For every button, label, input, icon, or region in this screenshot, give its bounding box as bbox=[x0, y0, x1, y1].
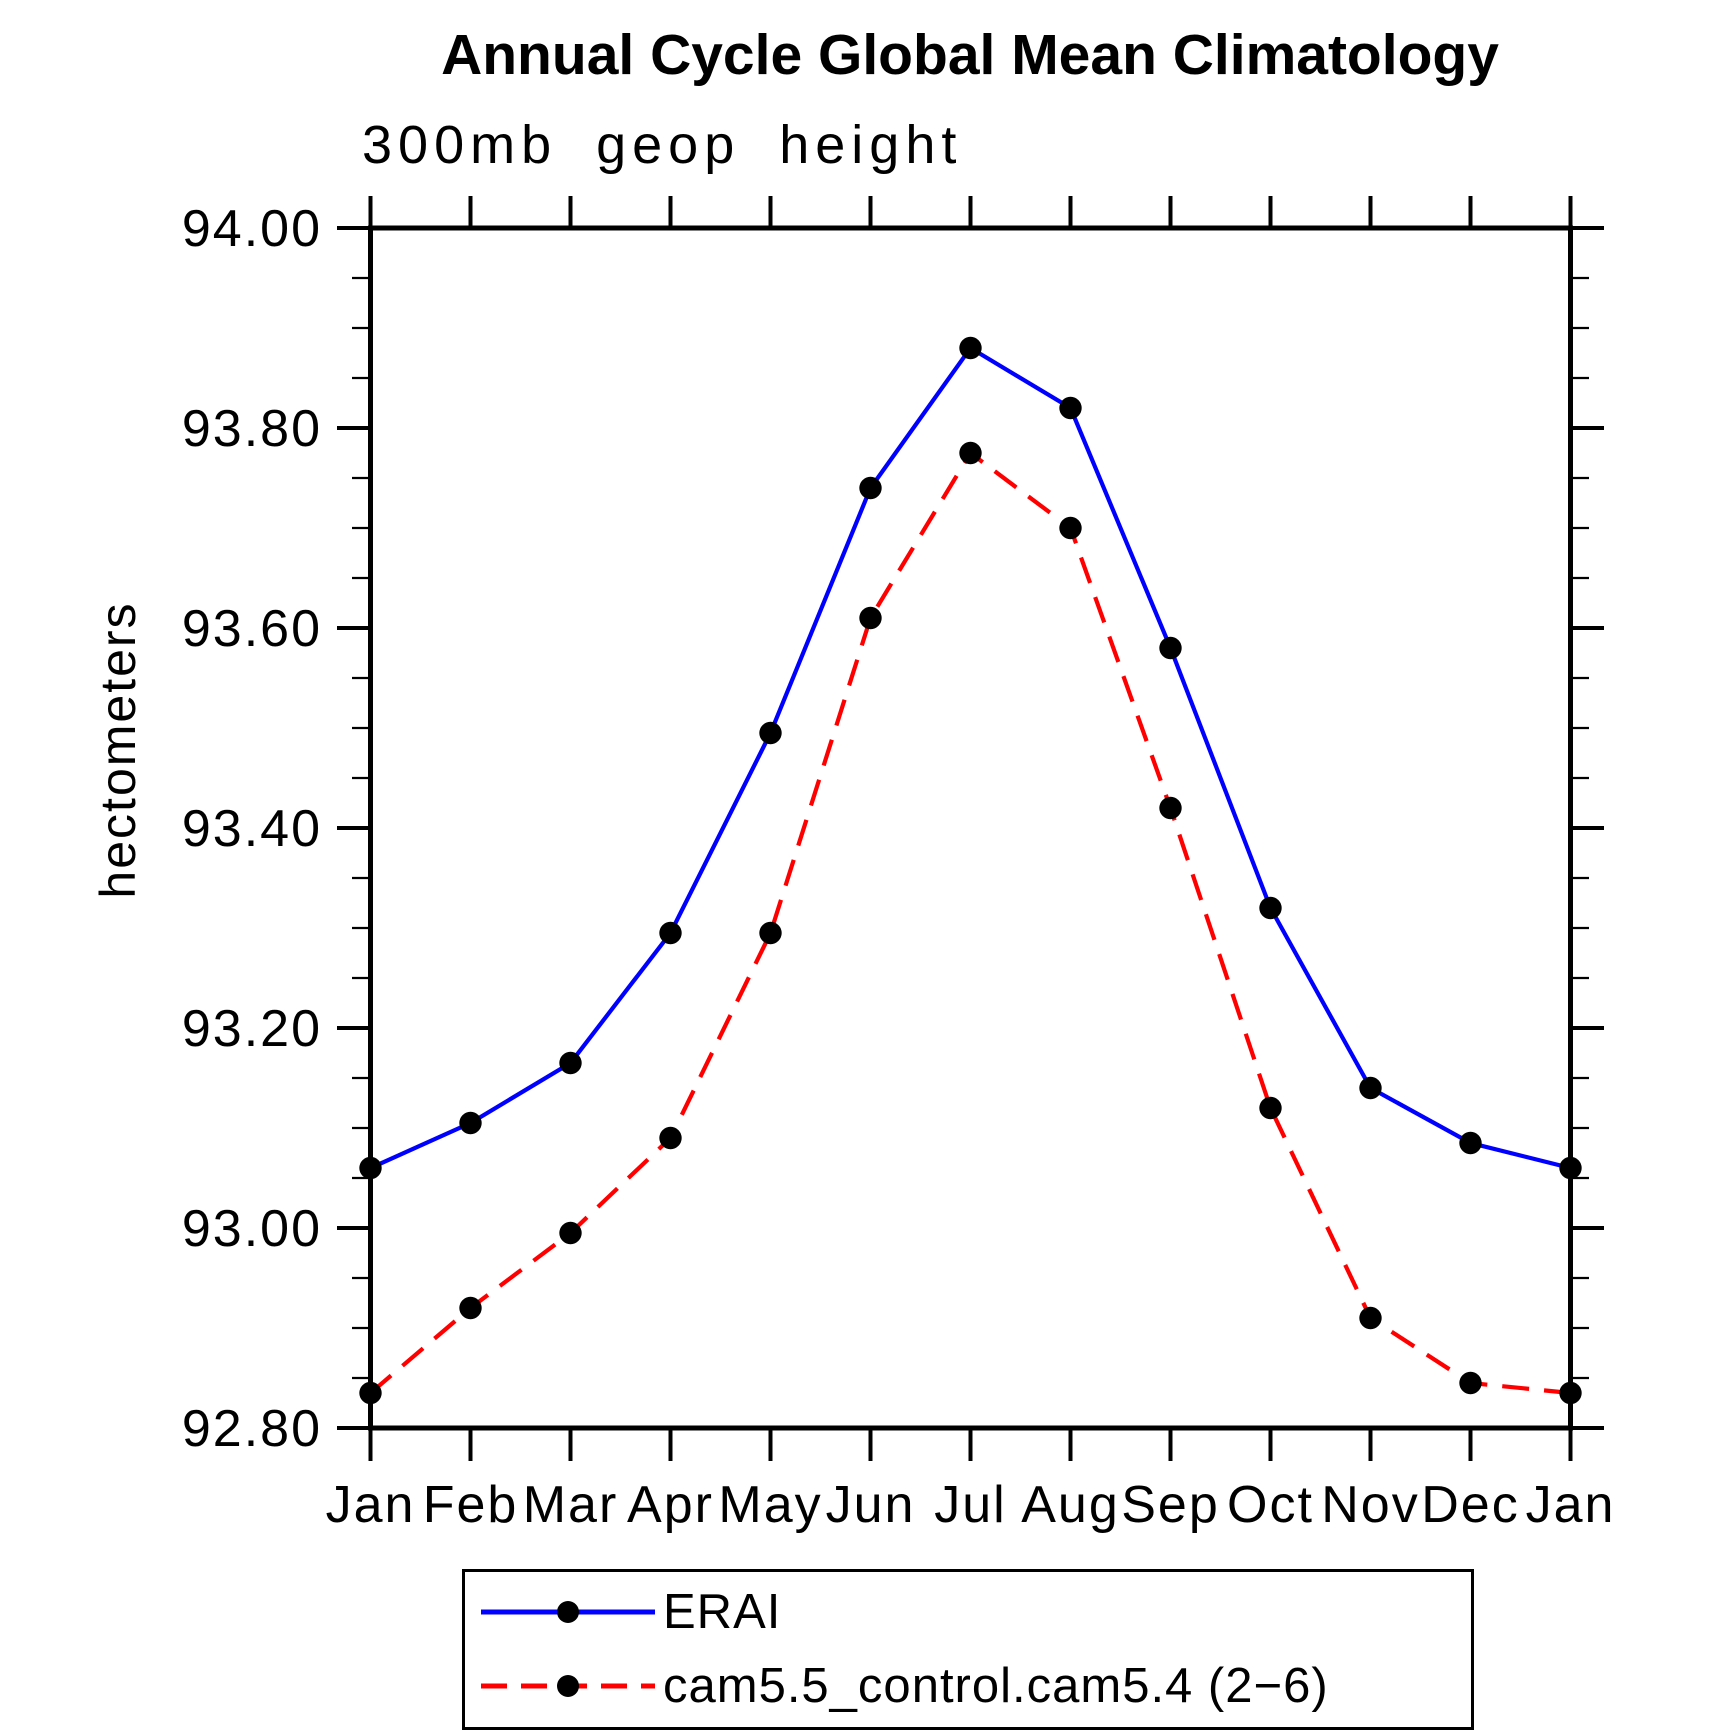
markers-erai bbox=[359, 336, 1582, 1180]
data-point-marker bbox=[1259, 896, 1282, 920]
data-point-marker bbox=[659, 921, 682, 945]
data-point-marker bbox=[1359, 1076, 1382, 1100]
data-point-marker bbox=[459, 1296, 482, 1320]
data-point-marker bbox=[759, 921, 782, 945]
data-point-marker bbox=[1159, 796, 1182, 820]
cam-line-sample-icon bbox=[481, 1675, 655, 1697]
data-point-marker bbox=[1159, 636, 1182, 660]
x-tick-label: Aug bbox=[1021, 1476, 1120, 1534]
cam-sample-marker bbox=[557, 1675, 579, 1697]
x-tick-label: Jun bbox=[826, 1476, 916, 1534]
legend-label-cam: cam5.5_control.cam5.4 (2−6) bbox=[663, 1659, 1329, 1713]
y-tick-label: 93.80 bbox=[182, 400, 322, 458]
y-tick-label: 94.00 bbox=[182, 200, 322, 258]
y-tick-label: 93.00 bbox=[182, 1200, 322, 1258]
erai-sample-marker bbox=[557, 1601, 579, 1623]
x-tick-label: Apr bbox=[627, 1476, 714, 1534]
legend-box: ERAI cam5.5_control.cam5.4 (2−6) bbox=[462, 1569, 1474, 1730]
y-tick-label: 93.60 bbox=[182, 600, 322, 658]
x-tick-label: Mar bbox=[523, 1476, 619, 1534]
chart-subtitle: 300mb geop height bbox=[362, 115, 963, 175]
legend-entry-erai: ERAI bbox=[477, 1580, 781, 1644]
y-tick-label: 93.40 bbox=[182, 800, 322, 858]
x-tick-label: Jan bbox=[326, 1476, 416, 1534]
data-point-marker bbox=[559, 1051, 582, 1075]
data-point-marker bbox=[759, 721, 782, 745]
data-point-marker bbox=[1459, 1371, 1482, 1395]
data-point-marker bbox=[659, 1126, 682, 1150]
data-point-marker bbox=[1059, 396, 1082, 420]
data-point-marker bbox=[1059, 516, 1082, 540]
series-cam bbox=[369, 449, 1571, 1396]
data-point-marker bbox=[1359, 1306, 1382, 1330]
x-tick-label: Sep bbox=[1121, 1476, 1220, 1534]
legend-label-erai: ERAI bbox=[663, 1585, 782, 1639]
series-erai bbox=[369, 345, 1572, 1171]
data-point-marker bbox=[359, 1381, 382, 1405]
x-tick-label: Jul bbox=[934, 1476, 1006, 1534]
x-tick-label: May bbox=[718, 1476, 822, 1534]
x-tick-label: Nov bbox=[1321, 1476, 1419, 1534]
data-point-marker bbox=[1259, 1096, 1282, 1120]
x-tick-label: Dec bbox=[1421, 1476, 1519, 1534]
y-tick-label: 92.80 bbox=[182, 1400, 322, 1458]
data-point-marker bbox=[1459, 1131, 1482, 1155]
y-tick-label: 93.20 bbox=[182, 1000, 322, 1058]
x-tick-labels: Jan Feb Mar Apr May Jun Jul Aug Sep Oct Nov Dec Jan bbox=[326, 1476, 1616, 1534]
erai-line-sample-icon bbox=[481, 1601, 655, 1623]
data-point-marker bbox=[1559, 1381, 1582, 1405]
x-tick-label: Feb bbox=[423, 1476, 519, 1534]
x-tick-label: Jan bbox=[1526, 1476, 1616, 1534]
data-point-marker bbox=[1559, 1156, 1582, 1180]
data-point-marker bbox=[859, 606, 882, 630]
data-point-marker bbox=[959, 441, 982, 465]
chart-title: Annual Cycle Global Mean Climatology bbox=[441, 23, 1499, 87]
markers-cam bbox=[359, 441, 1582, 1405]
y-tick-labels: 94.00 93.80 93.60 93.40 93.20 93.00 92.80 bbox=[182, 200, 322, 1458]
data-point-marker bbox=[859, 476, 882, 500]
axes bbox=[337, 196, 1604, 1461]
data-point-marker bbox=[959, 336, 982, 360]
legend-entry-cam: cam5.5_control.cam5.4 (2−6) bbox=[477, 1654, 1329, 1718]
data-point-marker bbox=[559, 1221, 582, 1245]
data-point-marker bbox=[459, 1111, 482, 1135]
data-point-marker bbox=[359, 1156, 382, 1180]
x-tick-label: Oct bbox=[1227, 1476, 1314, 1534]
